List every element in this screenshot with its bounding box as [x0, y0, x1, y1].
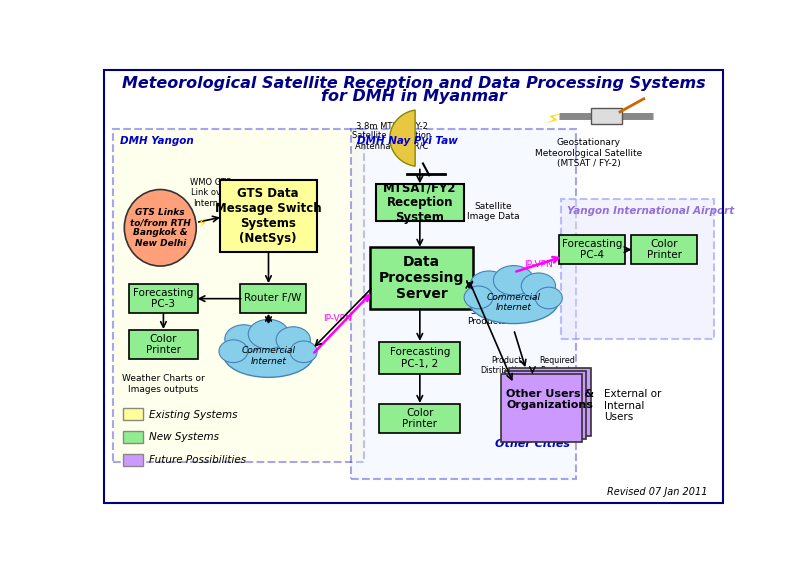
Text: Color
Printer: Color Printer: [146, 333, 181, 355]
Text: Color
Printer: Color Printer: [403, 408, 437, 429]
Text: DMH Nay Pyi Taw: DMH Nay Pyi Taw: [358, 136, 458, 146]
FancyBboxPatch shape: [220, 179, 316, 252]
Text: IP-VPN: IP-VPN: [323, 314, 352, 323]
Text: Router F/W: Router F/W: [245, 294, 302, 303]
Ellipse shape: [124, 190, 196, 266]
Polygon shape: [390, 110, 415, 166]
Text: 3.8m MTSAT/FY-2
Satellite Reception
Antenna with R/C: 3.8m MTSAT/FY-2 Satellite Reception Ante…: [352, 121, 431, 151]
Text: Weather Charts or
Images outputs: Weather Charts or Images outputs: [122, 374, 205, 394]
Text: GTS Data
Message Switch
Systems
(NetSys): GTS Data Message Switch Systems (NetSys): [215, 187, 321, 245]
Text: Forecasting
PC-3: Forecasting PC-3: [133, 287, 194, 309]
Text: Forecasting
PC-1, 2: Forecasting PC-1, 2: [390, 347, 450, 369]
FancyBboxPatch shape: [505, 371, 586, 438]
Ellipse shape: [276, 327, 311, 353]
Ellipse shape: [219, 340, 248, 362]
Ellipse shape: [224, 332, 314, 377]
FancyBboxPatch shape: [591, 108, 622, 124]
Ellipse shape: [521, 273, 555, 299]
FancyBboxPatch shape: [123, 408, 143, 420]
Bar: [561, 199, 714, 339]
Ellipse shape: [469, 278, 558, 324]
Text: Satellite
Image Data: Satellite Image Data: [466, 202, 520, 222]
Text: Other Cities: Other Cities: [495, 439, 570, 449]
FancyBboxPatch shape: [500, 374, 582, 442]
Text: for DMH in Myanmar: for DMH in Myanmar: [320, 89, 507, 104]
Text: SATAID
Products: SATAID Products: [466, 307, 506, 326]
Text: FTP: FTP: [525, 377, 541, 385]
FancyBboxPatch shape: [509, 367, 591, 436]
Text: Color
Printer: Color Printer: [646, 239, 682, 260]
FancyBboxPatch shape: [559, 235, 625, 264]
Ellipse shape: [290, 341, 317, 362]
Text: Existing Systems: Existing Systems: [149, 410, 237, 420]
Text: Meteorological Satellite Reception and Data Processing Systems: Meteorological Satellite Reception and D…: [122, 76, 705, 91]
Text: Commercial
Internet: Commercial Internet: [241, 346, 295, 366]
Text: Yangon International Airport: Yangon International Airport: [567, 206, 734, 216]
Text: WMO GTS
Link over
Internet: WMO GTS Link over Internet: [190, 178, 231, 208]
FancyBboxPatch shape: [379, 341, 461, 374]
Text: Revised 07 Jan 2011: Revised 07 Jan 2011: [607, 487, 708, 498]
Bar: [351, 130, 576, 479]
FancyBboxPatch shape: [123, 431, 143, 443]
Text: Product
Distributions: Product Distributions: [481, 356, 532, 375]
Text: ⚡: ⚡: [199, 217, 207, 230]
Ellipse shape: [225, 325, 262, 353]
Text: Other Users &
Organizations: Other Users & Organizations: [506, 389, 594, 410]
Bar: [113, 130, 364, 462]
Text: External or
Internal
Users: External or Internal Users: [604, 389, 662, 423]
Text: GTS Links
to/from RTH
Bangkok &
New Delhi: GTS Links to/from RTH Bangkok & New Delh…: [130, 208, 190, 248]
FancyBboxPatch shape: [376, 184, 464, 221]
FancyBboxPatch shape: [631, 235, 697, 264]
Ellipse shape: [249, 319, 289, 349]
FancyBboxPatch shape: [240, 284, 306, 313]
FancyBboxPatch shape: [370, 248, 473, 308]
Text: Future Possibilities: Future Possibilities: [149, 455, 246, 465]
Text: ⚡: ⚡: [541, 110, 561, 132]
Text: Forecasting
PC-4: Forecasting PC-4: [562, 239, 622, 260]
Text: Data
Processing
Server: Data Processing Server: [378, 255, 464, 301]
Ellipse shape: [493, 266, 534, 295]
Text: DMH Yangon: DMH Yangon: [119, 136, 194, 146]
Text: Required
Products: Required Products: [540, 356, 575, 375]
Text: New Systems: New Systems: [149, 432, 219, 442]
FancyBboxPatch shape: [123, 454, 143, 466]
FancyBboxPatch shape: [379, 404, 461, 433]
Text: IP-VPN: IP-VPN: [525, 261, 553, 269]
Text: Geostationary
Meteorological Satellite
(MTSAT / FY-2): Geostationary Meteorological Satellite (…: [535, 138, 642, 168]
Text: Commercial
Internet: Commercial Internet: [487, 293, 541, 312]
FancyBboxPatch shape: [129, 284, 198, 313]
Ellipse shape: [464, 286, 493, 309]
Ellipse shape: [535, 287, 562, 309]
FancyBboxPatch shape: [129, 329, 198, 359]
Text: MTSAT/FY2
Reception
System: MTSAT/FY2 Reception System: [383, 181, 457, 224]
Ellipse shape: [470, 271, 508, 299]
